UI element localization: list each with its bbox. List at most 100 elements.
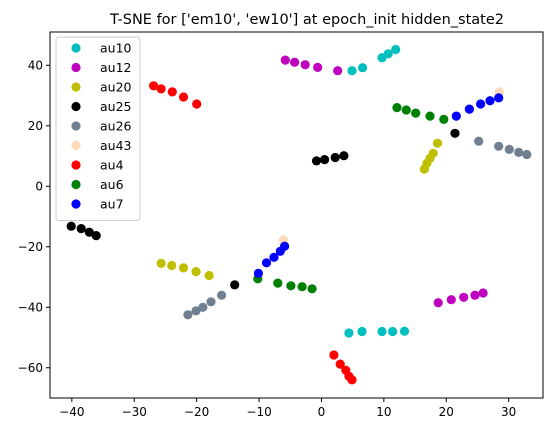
point-au12-7	[459, 292, 469, 302]
point-au6-9	[307, 284, 317, 294]
point-au10-4	[391, 44, 401, 55]
point-au25-1	[76, 224, 86, 234]
chart-title: T-SNE for ['em10', 'ew10'] at epoch_init…	[109, 12, 504, 28]
legend-label-au26: au26	[100, 119, 132, 134]
y-tick-label: 0	[35, 179, 43, 193]
legend-marker-au6	[71, 179, 81, 190]
point-au7-2	[476, 99, 486, 109]
point-au6-0	[392, 103, 402, 113]
point-au12-9	[478, 288, 488, 298]
legend-label-au25: au25	[100, 99, 132, 114]
point-au25-2	[84, 227, 94, 237]
legend: au10 au12 au20 au25 au26 au43 au4 au6 au7	[55, 36, 141, 221]
x-tick-label: 20	[439, 405, 454, 419]
y-tick-label: −20	[18, 240, 43, 254]
point-au6-1	[401, 105, 411, 115]
point-au26-9	[522, 149, 532, 160]
point-au12-1	[290, 57, 300, 67]
x-tick-label: 10	[376, 405, 391, 419]
legend-marker-au4	[71, 160, 81, 170]
point-au7-0	[451, 111, 461, 121]
y-tick-label: −40	[18, 300, 43, 314]
point-au4-0	[149, 81, 159, 91]
point-au12-8	[470, 290, 480, 300]
x-tick-label: −40	[59, 405, 84, 419]
legend-marker-au26	[71, 121, 81, 131]
point-au20-9	[432, 138, 443, 148]
axes-frame	[49, 31, 544, 399]
point-au6-4	[439, 114, 449, 124]
point-au7-3	[485, 96, 495, 106]
legend-marker-au43	[71, 140, 81, 151]
legend-label-au6: au6	[100, 177, 124, 192]
point-au12-5	[433, 298, 443, 308]
plot-area	[66, 44, 532, 385]
point-au4-1	[156, 84, 166, 94]
point-au6-3	[425, 111, 435, 121]
point-au20-1	[167, 260, 177, 271]
point-au20-0	[156, 258, 166, 268]
legend-marker-au20	[71, 82, 81, 92]
point-au4-3	[178, 92, 189, 102]
point-au10-0	[347, 66, 357, 76]
point-au6-2	[411, 108, 421, 118]
y-axis: −60 −40 −20 0 20 40	[18, 58, 50, 375]
point-au7-7	[269, 252, 279, 262]
legend-label-au10: au10	[100, 41, 132, 56]
point-au6-6	[273, 278, 283, 288]
point-au10-5	[344, 328, 354, 338]
legend-marker-au7	[71, 199, 81, 209]
legend-marker-au25	[71, 101, 81, 112]
point-au25-4	[230, 280, 240, 290]
point-au26-5	[474, 136, 484, 146]
y-tick-label: 40	[28, 58, 43, 72]
point-au6-8	[297, 282, 307, 292]
point-au7-4	[494, 93, 504, 103]
point-au10-6	[357, 326, 367, 337]
point-au12-4	[333, 66, 343, 76]
x-tick-label: 30	[501, 405, 516, 419]
point-au12-0	[280, 55, 290, 65]
point-au20-8	[428, 148, 438, 158]
legend-marker-au12	[71, 62, 81, 73]
x-tick-label: 0	[318, 405, 326, 419]
point-au26-1	[191, 306, 201, 316]
point-au25-6	[320, 155, 330, 165]
point-au26-3	[206, 297, 216, 307]
point-au25-0	[66, 221, 76, 231]
point-au12-6	[446, 295, 456, 305]
point-au4-9	[347, 375, 357, 385]
legend-label-au20: au20	[100, 80, 132, 95]
point-au26-7	[504, 144, 514, 154]
point-au20-4	[204, 270, 214, 281]
point-au20-2	[178, 263, 189, 273]
point-au26-0	[183, 310, 193, 320]
point-au20-3	[191, 267, 201, 277]
point-au4-6	[335, 359, 345, 369]
point-au10-1	[358, 63, 368, 73]
point-au7-5	[253, 268, 263, 278]
x-tick-label: −30	[122, 405, 147, 419]
point-au26-6	[494, 141, 504, 151]
x-tick-label: −10	[246, 405, 271, 419]
legend-label-au4: au4	[100, 158, 124, 173]
point-au25-7	[330, 152, 340, 163]
point-au26-2	[198, 302, 208, 312]
point-au7-9	[280, 241, 290, 251]
point-au10-9	[399, 326, 410, 336]
point-au25-3	[91, 231, 101, 241]
point-au25-5	[311, 156, 322, 166]
point-au10-8	[388, 326, 398, 337]
point-au4-5	[329, 350, 339, 360]
point-au25-8	[339, 151, 349, 161]
x-tick-label: −20	[184, 405, 209, 419]
legend-label-au12: au12	[100, 60, 132, 75]
legend-marker-au10	[71, 43, 81, 53]
x-axis: −40 −30 −20 −10 0 10 20 30	[59, 398, 516, 419]
point-au10-7	[377, 326, 387, 337]
y-tick-label: 20	[28, 119, 43, 133]
y-tick-label: −60	[18, 361, 43, 375]
point-au7-1	[464, 104, 474, 114]
point-au6-7	[286, 281, 296, 291]
